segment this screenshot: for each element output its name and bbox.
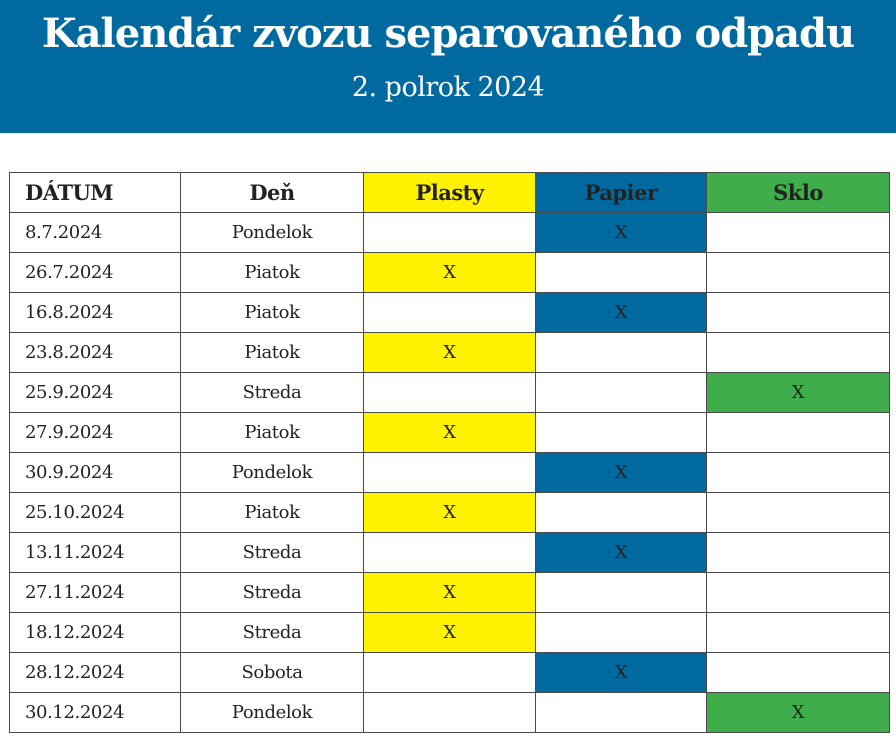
row-day: Streda [180, 532, 364, 573]
row-plasty-cell [363, 532, 536, 573]
row-sklo-cell [706, 212, 890, 253]
table-row: 30.9.2024 Pondelok X [9, 452, 890, 493]
row-date: 27.9.2024 [9, 412, 181, 453]
row-sklo-cell [706, 252, 890, 293]
row-papier-cell: X [535, 212, 707, 253]
row-papier-cell [535, 612, 707, 653]
row-day: Streda [180, 612, 364, 653]
row-papier-cell [535, 492, 707, 533]
row-plasty-cell: X [363, 332, 536, 373]
collection-schedule-table: DÁTUM Deň Plasty Papier Sklo 8.7.2024 Pon… [9, 172, 890, 733]
row-plasty-cell [363, 212, 536, 253]
row-date: 27.11.2024 [9, 572, 181, 613]
row-papier-cell [535, 692, 707, 733]
row-sklo-cell [706, 572, 890, 613]
column-header-papier: Papier [535, 172, 707, 213]
row-sklo-cell [706, 652, 890, 693]
table-row: 28.12.2024 Sobota X [9, 652, 890, 693]
row-day: Pondelok [180, 452, 364, 493]
row-date: 18.12.2024 [9, 612, 181, 653]
table-row: 27.9.2024 Piatok X [9, 412, 890, 453]
row-day: Pondelok [180, 692, 364, 733]
row-plasty-cell: X [363, 572, 536, 613]
page-title: Kalendár zvozu separovaného odpadu [41, 10, 855, 57]
row-day: Piatok [180, 492, 364, 533]
row-date: 8.7.2024 [9, 212, 181, 253]
table-row: 16.8.2024 Piatok X [9, 292, 890, 333]
row-papier-cell: X [535, 652, 707, 693]
row-plasty-cell [363, 292, 536, 333]
row-sklo-cell: X [706, 372, 890, 413]
row-sklo-cell [706, 412, 890, 453]
row-sklo-cell [706, 332, 890, 373]
table-header-row: DÁTUM Deň Plasty Papier Sklo [9, 172, 890, 213]
row-day: Pondelok [180, 212, 364, 253]
table-row: 27.11.2024 Streda X [9, 572, 890, 613]
row-sklo-cell [706, 292, 890, 333]
page-subtitle: 2. polrok 2024 [351, 72, 545, 103]
table-row: 25.9.2024 Streda X [9, 372, 890, 413]
row-day: Sobota [180, 652, 364, 693]
table-body: 8.7.2024 Pondelok X 26.7.2024 Piatok X 16.8.20… [9, 212, 890, 733]
row-papier-cell [535, 572, 707, 613]
row-sklo-cell: X [706, 692, 890, 733]
row-sklo-cell [706, 452, 890, 493]
table-row: 23.8.2024 Piatok X [9, 332, 890, 373]
row-day: Piatok [180, 412, 364, 453]
row-date: 25.10.2024 [9, 492, 181, 533]
row-sklo-cell [706, 492, 890, 533]
row-plasty-cell: X [363, 412, 536, 453]
row-date: 28.12.2024 [9, 652, 181, 693]
table-row: 26.7.2024 Piatok X [9, 252, 890, 293]
row-papier-cell: X [535, 532, 707, 573]
column-header-plasty: Plasty [363, 172, 536, 213]
row-papier-cell [535, 372, 707, 413]
row-date: 16.8.2024 [9, 292, 181, 333]
row-day: Piatok [180, 252, 364, 293]
row-day: Streda [180, 372, 364, 413]
column-header-day: Deň [180, 172, 364, 213]
row-plasty-cell [363, 452, 536, 493]
row-day: Piatok [180, 292, 364, 333]
row-sklo-cell [706, 532, 890, 573]
row-plasty-cell: X [363, 492, 536, 533]
header-banner: Kalendár zvozu separovaného odpadu 2. po… [0, 0, 896, 133]
row-papier-cell: X [535, 452, 707, 493]
row-papier-cell: X [535, 292, 707, 333]
row-sklo-cell [706, 612, 890, 653]
column-header-sklo: Sklo [706, 172, 890, 213]
row-date: 26.7.2024 [9, 252, 181, 293]
row-papier-cell [535, 252, 707, 293]
row-date: 13.11.2024 [9, 532, 181, 573]
row-papier-cell [535, 412, 707, 453]
column-header-date: DÁTUM [9, 172, 181, 213]
row-plasty-cell [363, 692, 536, 733]
row-day: Piatok [180, 332, 364, 373]
row-plasty-cell [363, 372, 536, 413]
table-row: 18.12.2024 Streda X [9, 612, 890, 653]
row-papier-cell [535, 332, 707, 373]
table-row: 25.10.2024 Piatok X [9, 492, 890, 533]
row-date: 30.12.2024 [9, 692, 181, 733]
row-date: 23.8.2024 [9, 332, 181, 373]
row-day: Streda [180, 572, 364, 613]
row-plasty-cell: X [363, 612, 536, 653]
table-row: 8.7.2024 Pondelok X [9, 212, 890, 253]
row-date: 30.9.2024 [9, 452, 181, 493]
row-date: 25.9.2024 [9, 372, 181, 413]
row-plasty-cell [363, 652, 536, 693]
row-plasty-cell: X [363, 252, 536, 293]
table-row: 30.12.2024 Pondelok X [9, 692, 890, 733]
table-row: 13.11.2024 Streda X [9, 532, 890, 573]
